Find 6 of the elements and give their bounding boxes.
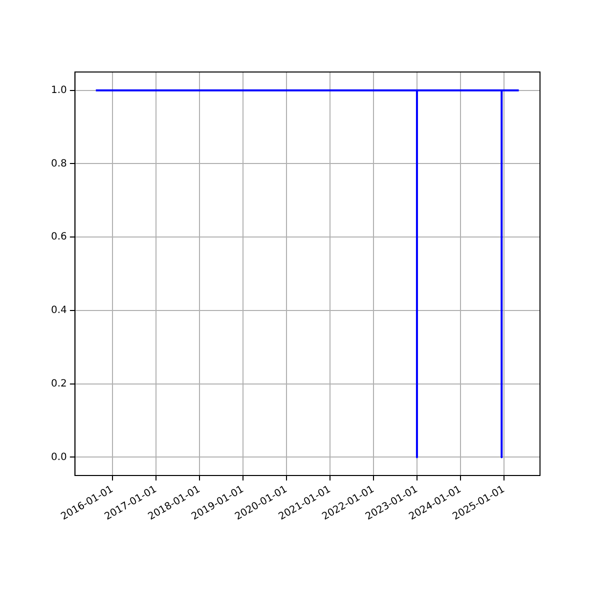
y-tick-label: 0.0 bbox=[50, 452, 67, 463]
y-tick-label: 0.8 bbox=[50, 158, 67, 170]
y-tick-label: 0.4 bbox=[50, 305, 67, 316]
y-tick-label: 1.0 bbox=[50, 84, 67, 96]
y-tick-label: 0.2 bbox=[50, 378, 67, 390]
y-tick-label: 0.6 bbox=[50, 232, 67, 243]
